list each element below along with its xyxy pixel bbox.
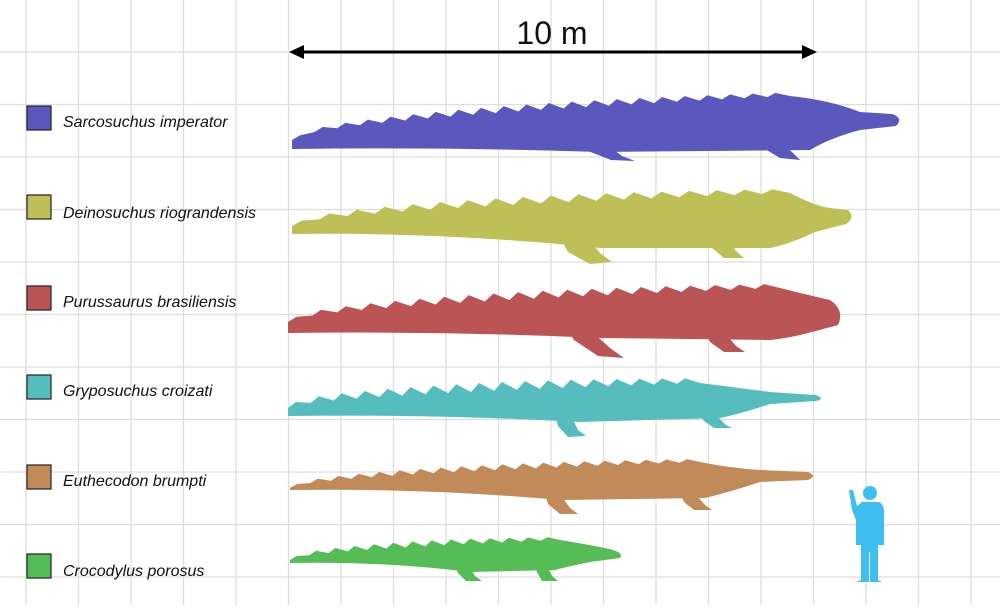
- legend-label: Purussaurus brasiliensis: [63, 294, 236, 311]
- legend-swatch: [26, 105, 52, 131]
- legend-label: Sarcosuchus imperator: [63, 114, 228, 131]
- gryposuchus-silhouette-icon: [288, 378, 821, 437]
- legend-label: Crocodylus porosus: [63, 563, 204, 580]
- legend-item-purussaurus: Purussaurus brasiliensis: [26, 285, 236, 311]
- scale-bar-label: 10 m: [516, 15, 587, 51]
- legend-swatch: [26, 285, 52, 311]
- crocodylus-silhouette-icon: [290, 537, 621, 581]
- purussaurus-silhouette-icon: [288, 284, 841, 358]
- legend-label: Deinosuchus riograndensis: [63, 205, 256, 222]
- legend-label: Gryposuchus croizati: [63, 383, 213, 400]
- scale-bar: 10 m: [289, 15, 817, 59]
- legend-swatch: [26, 194, 52, 220]
- legend-item-sarcosuchus: Sarcosuchus imperator: [26, 105, 228, 131]
- legend-label: Euthecodon brumpti: [63, 473, 207, 490]
- crocodylian-silhouettes: [288, 92, 900, 581]
- legend-swatch: [26, 374, 52, 400]
- deinosuchus-silhouette-icon: [292, 189, 852, 264]
- sarcosuchus-silhouette-icon: [292, 92, 900, 161]
- legend-item-crocodylus: Crocodylus porosus: [26, 553, 204, 580]
- scale-bar-left-arrow-icon: [289, 45, 304, 59]
- euthecodon-silhouette-icon: [290, 459, 813, 514]
- legend: Sarcosuchus imperator Deinosuchus riogra…: [26, 105, 256, 580]
- legend-item-deinosuchus: Deinosuchus riograndensis: [26, 194, 256, 222]
- legend-item-euthecodon: Euthecodon brumpti: [26, 464, 207, 490]
- scale-bar-right-arrow-icon: [802, 45, 817, 59]
- human-silhouette-icon: [849, 486, 884, 582]
- legend-swatch: [26, 464, 52, 490]
- legend-item-gryposuchus: Gryposuchus croizati: [26, 374, 213, 400]
- legend-swatch: [26, 553, 52, 579]
